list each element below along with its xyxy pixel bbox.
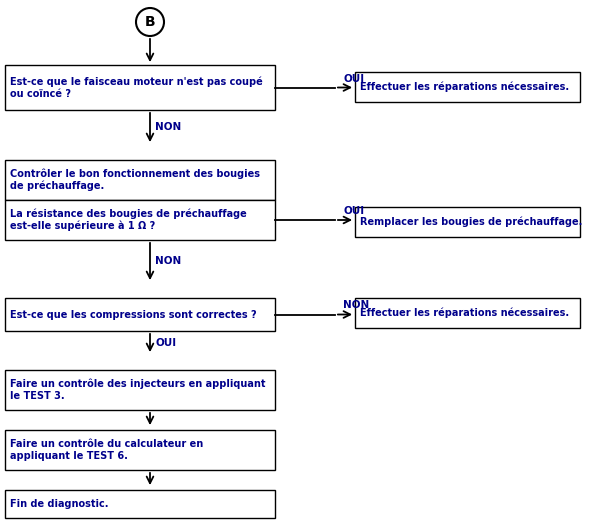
Text: Contrôler le bon fonctionnement des bougies
de préchauffage.: Contrôler le bon fonctionnement des boug…	[10, 169, 260, 191]
Bar	[5, 370, 275, 410]
Text: Effectuer les réparations nécessaires.: Effectuer les réparations nécessaires.	[360, 308, 569, 318]
Text: NON: NON	[155, 257, 181, 267]
Text: La résistance des bougies de préchauffage
est-elle supérieure à 1 Ω ?: La résistance des bougies de préchauffag…	[10, 209, 247, 232]
Text: NON: NON	[155, 123, 181, 133]
Text: NON: NON	[343, 300, 369, 311]
Bar	[5, 65, 275, 110]
Bar	[5, 298, 275, 331]
Bar	[355, 298, 580, 328]
Text: OUI: OUI	[155, 338, 176, 348]
Text: Effectuer les réparations nécessaires.: Effectuer les réparations nécessaires.	[360, 82, 569, 92]
Text: Faire un contrôle des injecteurs en appliquant
le TEST 3.: Faire un contrôle des injecteurs en appl…	[10, 379, 266, 401]
Text: Fin de diagnostic.: Fin de diagnostic.	[10, 499, 109, 509]
Text: Est-ce que les compressions sont correctes ?: Est-ce que les compressions sont correct…	[10, 310, 257, 320]
Bar	[5, 160, 275, 200]
Text: OUI: OUI	[343, 73, 364, 83]
Bar	[355, 72, 580, 102]
Bar	[5, 200, 275, 240]
Bar	[355, 207, 580, 237]
Text: Est-ce que le faisceau moteur n'est pas coupé
ou coïncé ?: Est-ce que le faisceau moteur n'est pas …	[10, 77, 263, 99]
Text: OUI: OUI	[343, 206, 364, 216]
Bar	[5, 430, 275, 470]
Text: Remplacer les bougies de préchauffage.: Remplacer les bougies de préchauffage.	[360, 217, 582, 227]
Text: Faire un contrôle du calculateur en
appliquant le TEST 6.: Faire un contrôle du calculateur en appl…	[10, 439, 203, 461]
Text: B: B	[145, 15, 155, 29]
Bar	[5, 490, 275, 518]
